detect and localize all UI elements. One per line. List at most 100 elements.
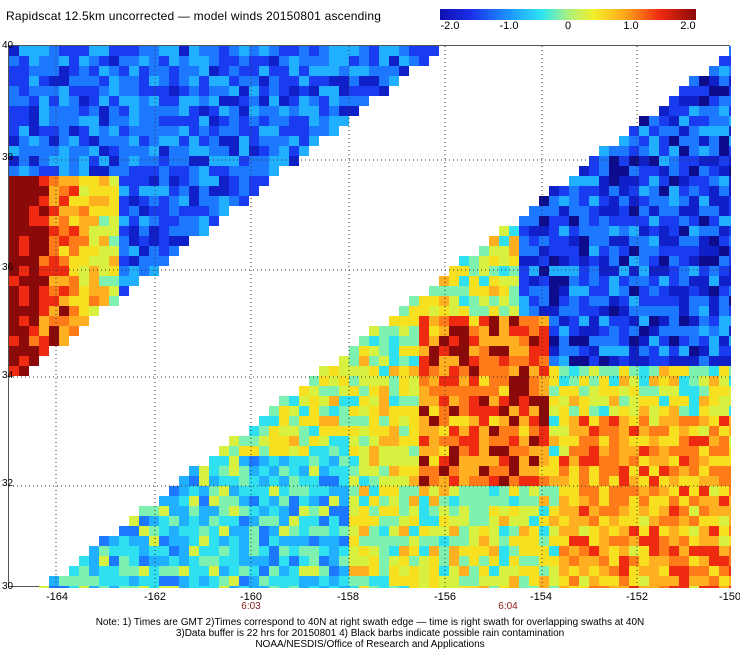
wind-difference-cell: [659, 366, 669, 376]
wind-difference-cell: [149, 526, 159, 536]
wind-difference-cell: [429, 436, 439, 446]
wind-difference-cell: [519, 546, 529, 556]
wind-difference-cell: [29, 146, 39, 156]
wind-difference-cell: [39, 116, 49, 126]
wind-difference-cell: [669, 436, 679, 446]
wind-difference-cell: [559, 426, 569, 436]
wind-difference-cell: [479, 276, 489, 286]
wind-difference-cell: [169, 106, 179, 116]
wind-difference-cell: [549, 556, 559, 566]
wind-difference-cell: [529, 556, 539, 566]
wind-difference-cell: [679, 506, 689, 516]
wind-difference-cell: [109, 276, 119, 286]
wind-difference-cell: [579, 266, 589, 276]
wind-difference-cell: [79, 136, 89, 146]
wind-difference-cell: [29, 266, 39, 276]
wind-difference-cell: [699, 506, 709, 516]
wind-difference-cell: [579, 586, 589, 588]
wind-difference-cell: [409, 556, 419, 566]
wind-difference-cell: [9, 246, 19, 256]
wind-difference-cell: [289, 116, 299, 126]
wind-difference-cell: [729, 576, 731, 586]
wind-difference-cell: [539, 566, 549, 576]
wind-difference-cell: [729, 76, 731, 86]
wind-difference-cell: [249, 186, 259, 196]
wind-difference-cell: [249, 476, 259, 486]
wind-difference-cell: [659, 236, 669, 246]
wind-difference-cell: [439, 566, 449, 576]
wind-difference-cell: [299, 386, 309, 396]
wind-difference-cell: [259, 516, 269, 526]
wind-difference-cell: [149, 126, 159, 136]
wind-difference-cell: [709, 216, 719, 226]
wind-difference-cell: [409, 56, 419, 66]
wind-difference-cell: [229, 116, 239, 126]
wind-difference-cell: [9, 346, 19, 356]
wind-difference-cell: [519, 426, 529, 436]
wind-difference-cell: [689, 486, 699, 496]
wind-difference-cell: [429, 416, 439, 426]
wind-difference-cell: [249, 506, 259, 516]
wind-difference-cell: [29, 76, 39, 86]
wind-difference-cell: [369, 466, 379, 476]
wind-difference-cell: [519, 516, 529, 526]
wind-difference-cell: [709, 476, 719, 486]
wind-difference-cell: [619, 546, 629, 556]
wind-difference-cell: [179, 116, 189, 126]
wind-difference-cell: [589, 436, 599, 446]
wind-difference-cell: [229, 456, 239, 466]
wind-difference-cell: [379, 586, 389, 588]
wind-difference-cell: [269, 66, 279, 76]
wind-difference-cell: [249, 106, 259, 116]
wind-difference-cell: [649, 496, 659, 506]
wind-difference-cell: [369, 386, 379, 396]
wind-difference-cell: [569, 396, 579, 406]
wind-difference-cell: [529, 516, 539, 526]
wind-difference-cell: [669, 126, 679, 136]
wind-difference-cell: [139, 176, 149, 186]
wind-difference-cell: [619, 376, 629, 386]
wind-difference-cell: [709, 496, 719, 506]
wind-difference-cell: [59, 46, 69, 56]
wind-difference-cell: [709, 246, 719, 256]
wind-difference-cell: [399, 536, 409, 546]
wind-difference-cell: [489, 416, 499, 426]
wind-difference-cell: [229, 436, 239, 446]
wind-difference-cell: [639, 136, 649, 146]
wind-difference-cell: [199, 116, 209, 126]
wind-difference-cell: [539, 446, 549, 456]
wind-difference-cell: [719, 226, 729, 236]
wind-difference-cell: [369, 496, 379, 506]
wind-difference-cell: [49, 56, 59, 66]
wind-difference-cell: [669, 396, 679, 406]
wind-difference-cell: [349, 376, 359, 386]
wind-difference-cell: [719, 206, 729, 216]
wind-difference-cell: [259, 116, 269, 126]
wind-difference-cell: [669, 406, 679, 416]
wind-difference-cell: [539, 456, 549, 466]
wind-difference-cell: [239, 556, 249, 566]
wind-difference-cell: [229, 486, 239, 496]
wind-difference-cell: [239, 46, 249, 56]
wind-difference-cell: [539, 506, 549, 516]
wind-difference-cell: [569, 586, 579, 588]
wind-difference-cell: [369, 586, 379, 588]
wind-difference-cell: [719, 496, 729, 506]
wind-difference-cell: [439, 416, 449, 426]
wind-difference-cell: [49, 126, 59, 136]
wind-difference-cell: [699, 436, 709, 446]
wind-difference-cell: [689, 336, 699, 346]
wind-difference-cell: [199, 46, 209, 56]
wind-difference-cell: [69, 76, 79, 86]
wind-difference-cell: [329, 426, 339, 436]
wind-difference-cell: [689, 516, 699, 526]
wind-difference-cell: [479, 506, 489, 516]
wind-difference-cell: [269, 76, 279, 86]
wind-difference-cell: [399, 496, 409, 506]
wind-difference-cell: [569, 296, 579, 306]
wind-difference-cell: [259, 96, 269, 106]
wind-difference-cell: [709, 486, 719, 496]
wind-difference-cell: [679, 176, 689, 186]
wind-difference-cell: [539, 496, 549, 506]
wind-difference-cell: [249, 536, 259, 546]
